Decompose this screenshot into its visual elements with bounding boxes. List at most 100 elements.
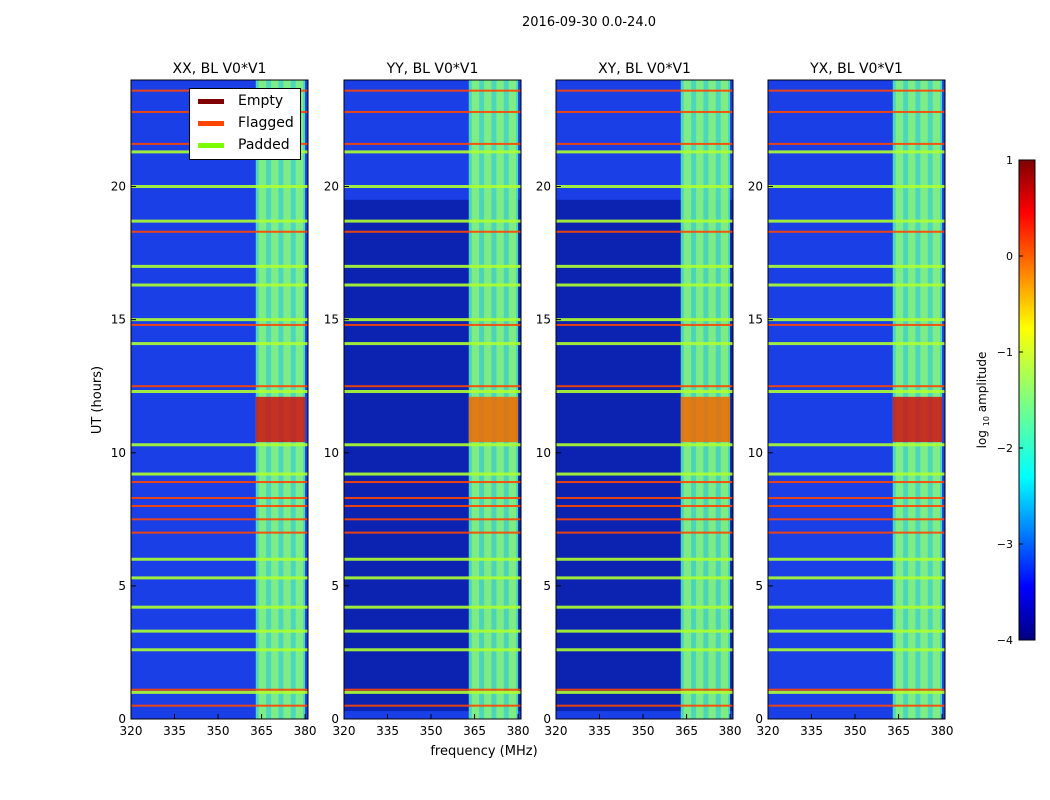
flag-row-flagged — [768, 505, 945, 507]
flag-row-padded — [768, 472, 945, 476]
flag-row-flagged — [768, 497, 945, 500]
x-tick-label: 335 — [376, 724, 399, 738]
colorbar-tick-label: −2 — [997, 442, 1013, 455]
flag-row-flagged — [131, 323, 308, 326]
colorbar-label-log: log — [975, 430, 989, 448]
flag-row-padded — [768, 219, 945, 223]
flag-row-padded — [344, 219, 521, 223]
flag-row-padded — [768, 605, 945, 609]
y-axis-label: UT (hours) — [90, 366, 105, 434]
flag-row-padded — [556, 576, 733, 580]
colorbar-tick-label: −1 — [997, 346, 1013, 359]
rfi-burst — [255, 396, 306, 443]
flag-row-flagged — [768, 110, 945, 113]
y-tick-label: 5 — [543, 579, 551, 593]
flag-row-padded — [344, 648, 521, 652]
x-axis-label: frequency (MHz) — [430, 744, 537, 759]
flag-row-padded — [556, 342, 733, 346]
flag-row-padded — [556, 318, 733, 322]
colorbar-label-sub: 10 — [982, 416, 991, 426]
flag-row-padded — [131, 576, 308, 580]
colorbar-tick-label: −3 — [997, 538, 1013, 551]
flag-row-flagged — [556, 704, 733, 707]
x-tick-label: 365 — [675, 724, 698, 738]
flag-row-padded — [131, 557, 308, 561]
x-tick-label: 350 — [844, 724, 867, 738]
panel-title: YX, BL V0*V1 — [809, 61, 903, 77]
flag-row-flagged — [768, 142, 945, 145]
flag-row-flagged — [344, 704, 521, 707]
flag-row-flagged — [556, 89, 733, 92]
colorbar-tick-label: 0 — [1006, 250, 1013, 263]
flag-row-flagged — [768, 230, 945, 233]
x-tick-label: 335 — [163, 724, 186, 738]
panel-yy: YY, BL V0*V1 320 335 350 365 380 0 5 10 15 20 — [324, 61, 530, 738]
colorbar: 10−1−2−3−4 log 10 amplitude — [975, 154, 1036, 647]
flag-row-flagged — [131, 497, 308, 500]
flag-row-flagged — [131, 688, 308, 691]
x-tick-label: 365 — [463, 724, 486, 738]
x-tick-label: 380 — [507, 724, 530, 738]
flag-row-padded — [344, 576, 521, 580]
flag-row-flagged — [344, 505, 521, 507]
flag-row-flagged — [556, 497, 733, 500]
colorbar-label-suffix: amplitude — [975, 352, 989, 413]
flag-row-padded — [768, 648, 945, 652]
panel-title: XY, BL V0*V1 — [598, 61, 691, 77]
flag-row-flagged — [131, 481, 308, 484]
legend-entry-empty: Empty — [198, 91, 283, 111]
flag-row-padded — [131, 219, 308, 223]
y-tick-label: 20 — [111, 180, 126, 194]
panel-xx: XX, BL V0*V1 320 335 350 365 380 0 5 10 15 20 — [111, 61, 317, 738]
flag-row-flagged — [768, 704, 945, 707]
flag-row-padded — [556, 648, 733, 652]
flag-row-flagged — [131, 531, 308, 534]
x-tick-label: 350 — [632, 724, 655, 738]
flag-row-padded — [556, 629, 733, 633]
flag-row-flagged — [344, 110, 521, 113]
flag-row-padded — [556, 150, 733, 154]
flag-row-padded — [131, 472, 308, 476]
flag-row-flagged — [344, 518, 521, 521]
flag-row-flagged — [768, 323, 945, 326]
y-tick-label: 20 — [748, 180, 763, 194]
flag-row-padded — [344, 472, 521, 476]
flag-row-flagged — [556, 323, 733, 326]
flag-row-padded — [556, 605, 733, 609]
flag-row-padded — [768, 150, 945, 154]
flag-row-padded — [131, 690, 308, 694]
flag-row-flagged — [344, 481, 521, 484]
y-tick-label: 10 — [111, 446, 126, 460]
flag-row-flagged — [556, 505, 733, 507]
x-tick-label: 350 — [207, 724, 230, 738]
x-tick-label: 365 — [887, 724, 910, 738]
flag-row-padded — [556, 219, 733, 223]
colorbar-gradient — [1018, 159, 1036, 641]
flag-row-padded — [556, 283, 733, 287]
legend-swatch-flagged — [198, 120, 224, 126]
flag-row-padded — [768, 557, 945, 561]
x-tick-label: 320 — [757, 724, 780, 738]
flag-row-flagged — [131, 385, 308, 388]
flag-row-padded — [344, 605, 521, 609]
flag-row-padded — [131, 185, 308, 188]
flag-row-padded — [344, 318, 521, 322]
colorbar-tick-label: −4 — [997, 634, 1013, 647]
flag-row-padded — [556, 557, 733, 561]
flag-row-flagged — [344, 497, 521, 500]
flag-row-padded — [344, 264, 521, 268]
y-tick-label: 0 — [331, 712, 339, 726]
flag-row-padded — [131, 443, 308, 447]
flag-row-flagged — [344, 89, 521, 92]
panel-frame — [130, 79, 309, 720]
flag-row-padded — [768, 443, 945, 447]
flag-row-padded — [344, 185, 521, 188]
flag-row-padded — [556, 390, 733, 394]
x-tick-label: 320 — [333, 724, 356, 738]
flag-row-padded — [131, 342, 308, 346]
y-tick-label: 15 — [748, 313, 763, 327]
flag-row-padded — [131, 648, 308, 652]
flag-row-padded — [131, 390, 308, 394]
flag-row-padded — [768, 342, 945, 346]
